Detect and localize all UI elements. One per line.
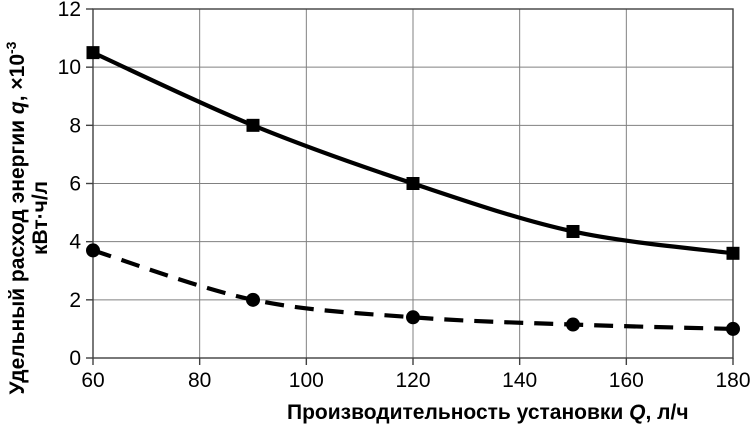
y-axis-variable: q	[6, 101, 29, 115]
x-tick-label: 140	[502, 369, 537, 392]
dashed-circle-series-marker	[566, 317, 580, 332]
y-tick-label: 4	[69, 231, 81, 254]
x-axis-unit: , л/ч	[645, 401, 689, 424]
solid-square-series-marker	[406, 177, 420, 190]
dashed-circle-series-line	[92, 248, 734, 332]
x-axis-title-text: Производительность установки	[287, 401, 630, 424]
x-tick-label: 60	[81, 369, 104, 392]
x-tick-label: 160	[609, 369, 644, 392]
x-tick-label: 180	[715, 369, 750, 392]
y-axis-unit: кВт·ч/л	[29, 180, 52, 256]
x-tick-label: 80	[188, 369, 211, 392]
solid-square-series-marker	[246, 118, 260, 132]
x-tick-label: 100	[289, 369, 324, 392]
y-axis-title: Удельный расход энергии q, ×10-3 кВт·ч/л	[0, 0, 52, 436]
y-tick-label: 8	[69, 114, 81, 137]
dashed-circle-series-marker	[406, 310, 420, 325]
y-tick-label: 2	[69, 289, 81, 312]
y-axis-exponent: -3	[3, 41, 19, 54]
dashed-circle-series-marker	[86, 243, 100, 258]
dashed-circle-series-marker	[246, 292, 260, 307]
y-axis-title-line1: Удельный расход энергии q, ×10-3 кВт·ч/л	[3, 41, 52, 395]
y-tick-label: 0	[69, 347, 81, 370]
x-axis-title: Производительность установки Q, л/ч	[287, 401, 689, 425]
solid-square-series-marker	[726, 246, 740, 260]
y-axis-title-text: Удельный расход энергии	[6, 114, 29, 395]
y-tick-label: 12	[58, 0, 81, 21]
solid-square-series-marker	[86, 46, 100, 60]
x-tick-label: 120	[395, 369, 430, 392]
y-tick-label: 10	[58, 56, 81, 79]
x-axis-variable: Q	[629, 401, 646, 424]
solid-square-series-marker	[566, 224, 580, 238]
y-axis-multiplier: , ×10	[6, 54, 29, 102]
y-tick-label: 6	[69, 173, 81, 196]
dashed-circle-series-marker	[726, 321, 740, 336]
